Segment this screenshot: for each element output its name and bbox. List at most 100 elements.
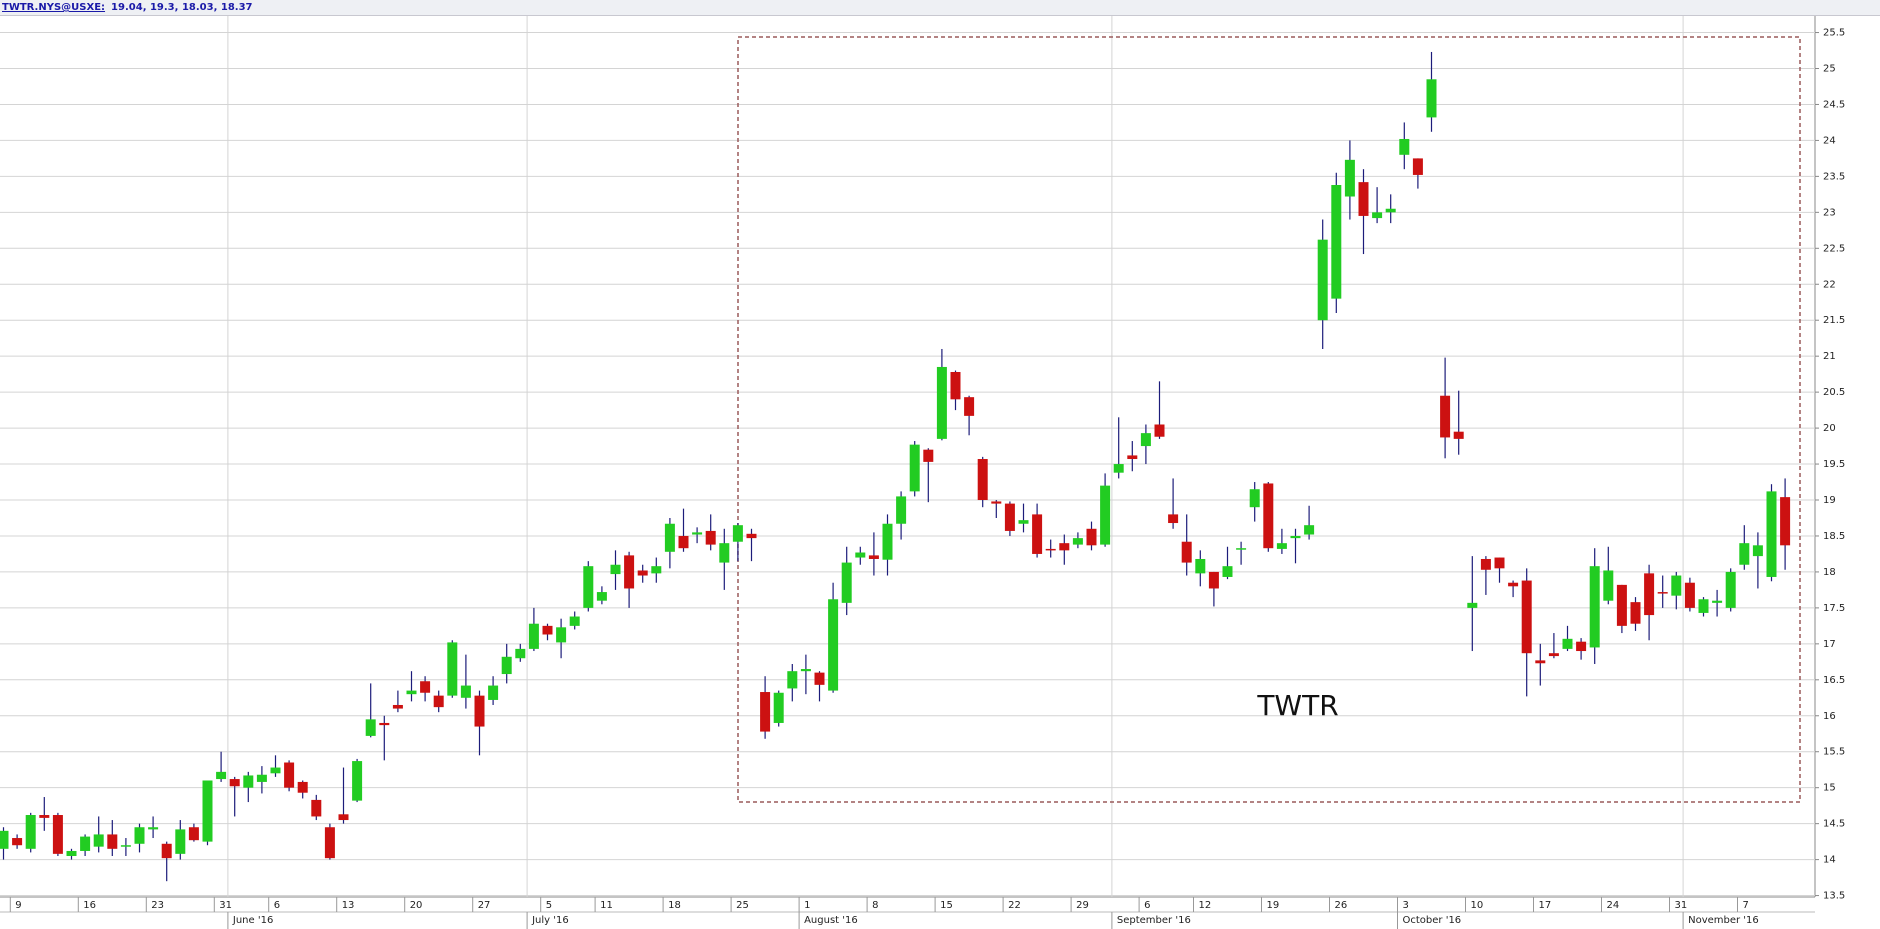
candle-body — [365, 719, 376, 736]
candle-body — [1072, 538, 1083, 545]
candle-body — [692, 532, 703, 535]
y-tick-label: 22.5 — [1823, 243, 1845, 254]
candle-body — [923, 449, 934, 462]
y-tick-label: 14.5 — [1823, 819, 1845, 830]
candle-body — [964, 397, 975, 416]
candle-body — [311, 799, 322, 817]
candle-body — [1317, 239, 1328, 321]
x-tick-label: 25 — [736, 900, 749, 911]
candle-body — [420, 681, 431, 693]
candle-body — [297, 781, 308, 793]
candle-body — [746, 533, 757, 539]
y-tick-label: 25 — [1823, 64, 1836, 75]
candle-body — [1086, 528, 1097, 546]
candle-body — [977, 459, 988, 501]
candle-body — [0, 830, 9, 849]
y-tick-label: 23.5 — [1823, 171, 1845, 182]
candle-body — [243, 775, 254, 788]
candle-body — [1426, 79, 1437, 118]
x-tick-label: 17 — [1539, 900, 1552, 911]
candle-body — [855, 552, 866, 558]
candle-body — [107, 834, 118, 849]
candle-body — [1372, 212, 1383, 219]
candle-body — [1548, 653, 1559, 657]
y-tick-label: 18.5 — [1823, 531, 1845, 542]
candle-body — [460, 685, 471, 698]
candle-body — [1032, 514, 1043, 554]
candle-body — [161, 843, 172, 859]
candle-body — [406, 690, 417, 695]
y-tick-label: 14 — [1823, 855, 1836, 866]
candle-body — [66, 850, 77, 857]
candle-body — [678, 535, 689, 549]
candle-body — [868, 555, 879, 559]
y-tick-label: 24 — [1823, 135, 1836, 146]
candle-body — [596, 592, 607, 601]
y-tick-label: 21 — [1823, 351, 1836, 362]
month-label: November '16 — [1688, 915, 1759, 926]
y-tick-label: 18 — [1823, 567, 1836, 578]
candle-body — [1236, 548, 1247, 550]
header-high: 19.3 — [143, 2, 175, 13]
candle-body — [1535, 660, 1546, 664]
candle-body — [1168, 514, 1179, 524]
header-open: 19.04 — [111, 2, 143, 13]
candle-body — [1494, 557, 1505, 569]
candle-body — [120, 845, 131, 847]
y-tick-label: 17 — [1823, 639, 1836, 650]
candle-body — [188, 827, 199, 841]
candle-body — [392, 704, 403, 709]
annotation: TWTR — [1256, 689, 1338, 722]
candle-body — [1385, 208, 1396, 213]
candle-body — [1440, 395, 1451, 438]
candle-body — [1739, 543, 1750, 565]
candle-body — [732, 525, 743, 542]
y-tick-label: 25.5 — [1823, 28, 1845, 39]
candle-body — [1698, 599, 1709, 613]
x-tick-label: 9 — [15, 900, 21, 911]
candle-body — [1154, 424, 1165, 437]
x-tick-label: 16 — [83, 900, 96, 911]
candle-body — [25, 815, 36, 849]
background-layer — [0, 16, 1819, 929]
x-tick-label: 15 — [940, 900, 953, 911]
candle-body — [1684, 582, 1695, 608]
candle-body — [664, 523, 675, 552]
y-tick-label: 20 — [1823, 423, 1836, 434]
candle-body — [828, 599, 839, 691]
candle-body — [80, 836, 91, 851]
x-tick-label: 6 — [1144, 900, 1150, 911]
header-bar: TWTR.NYS@USXE: 19.0419.318.0318.37 — [0, 0, 1880, 16]
candle-body — [229, 779, 240, 787]
candle-body — [1249, 489, 1260, 508]
candle-body — [256, 774, 267, 782]
candle-body — [284, 762, 295, 788]
y-tick-label: 16.5 — [1823, 675, 1845, 686]
candle-body — [447, 642, 458, 696]
y-tick-label: 16 — [1823, 711, 1836, 722]
candle-body — [433, 695, 444, 708]
candle-body — [1127, 455, 1138, 460]
x-tick-label: 13 — [342, 900, 355, 911]
candle-body — [1290, 535, 1301, 539]
x-tick-label: 29 — [1076, 900, 1089, 911]
candle-body — [1453, 431, 1464, 439]
x-tick-label: 5 — [546, 900, 552, 911]
candle-body — [474, 695, 485, 727]
candle-body — [1712, 600, 1723, 603]
y-tick-label: 21.5 — [1823, 315, 1845, 326]
candle-body — [583, 566, 594, 608]
candle-body — [1521, 580, 1532, 654]
x-tick-label: 10 — [1471, 900, 1484, 911]
candle-body — [1752, 545, 1763, 557]
candle-body — [1480, 558, 1491, 570]
candle-body — [1576, 641, 1587, 652]
candle-body — [338, 814, 349, 821]
y-tick-label: 15 — [1823, 783, 1836, 794]
candle-body — [814, 672, 825, 685]
candle-body — [882, 523, 893, 560]
x-tick-label: 24 — [1607, 900, 1620, 911]
candle-body — [1657, 592, 1668, 594]
candle-body — [909, 444, 920, 492]
x-tick-label: 31 — [1675, 900, 1688, 911]
